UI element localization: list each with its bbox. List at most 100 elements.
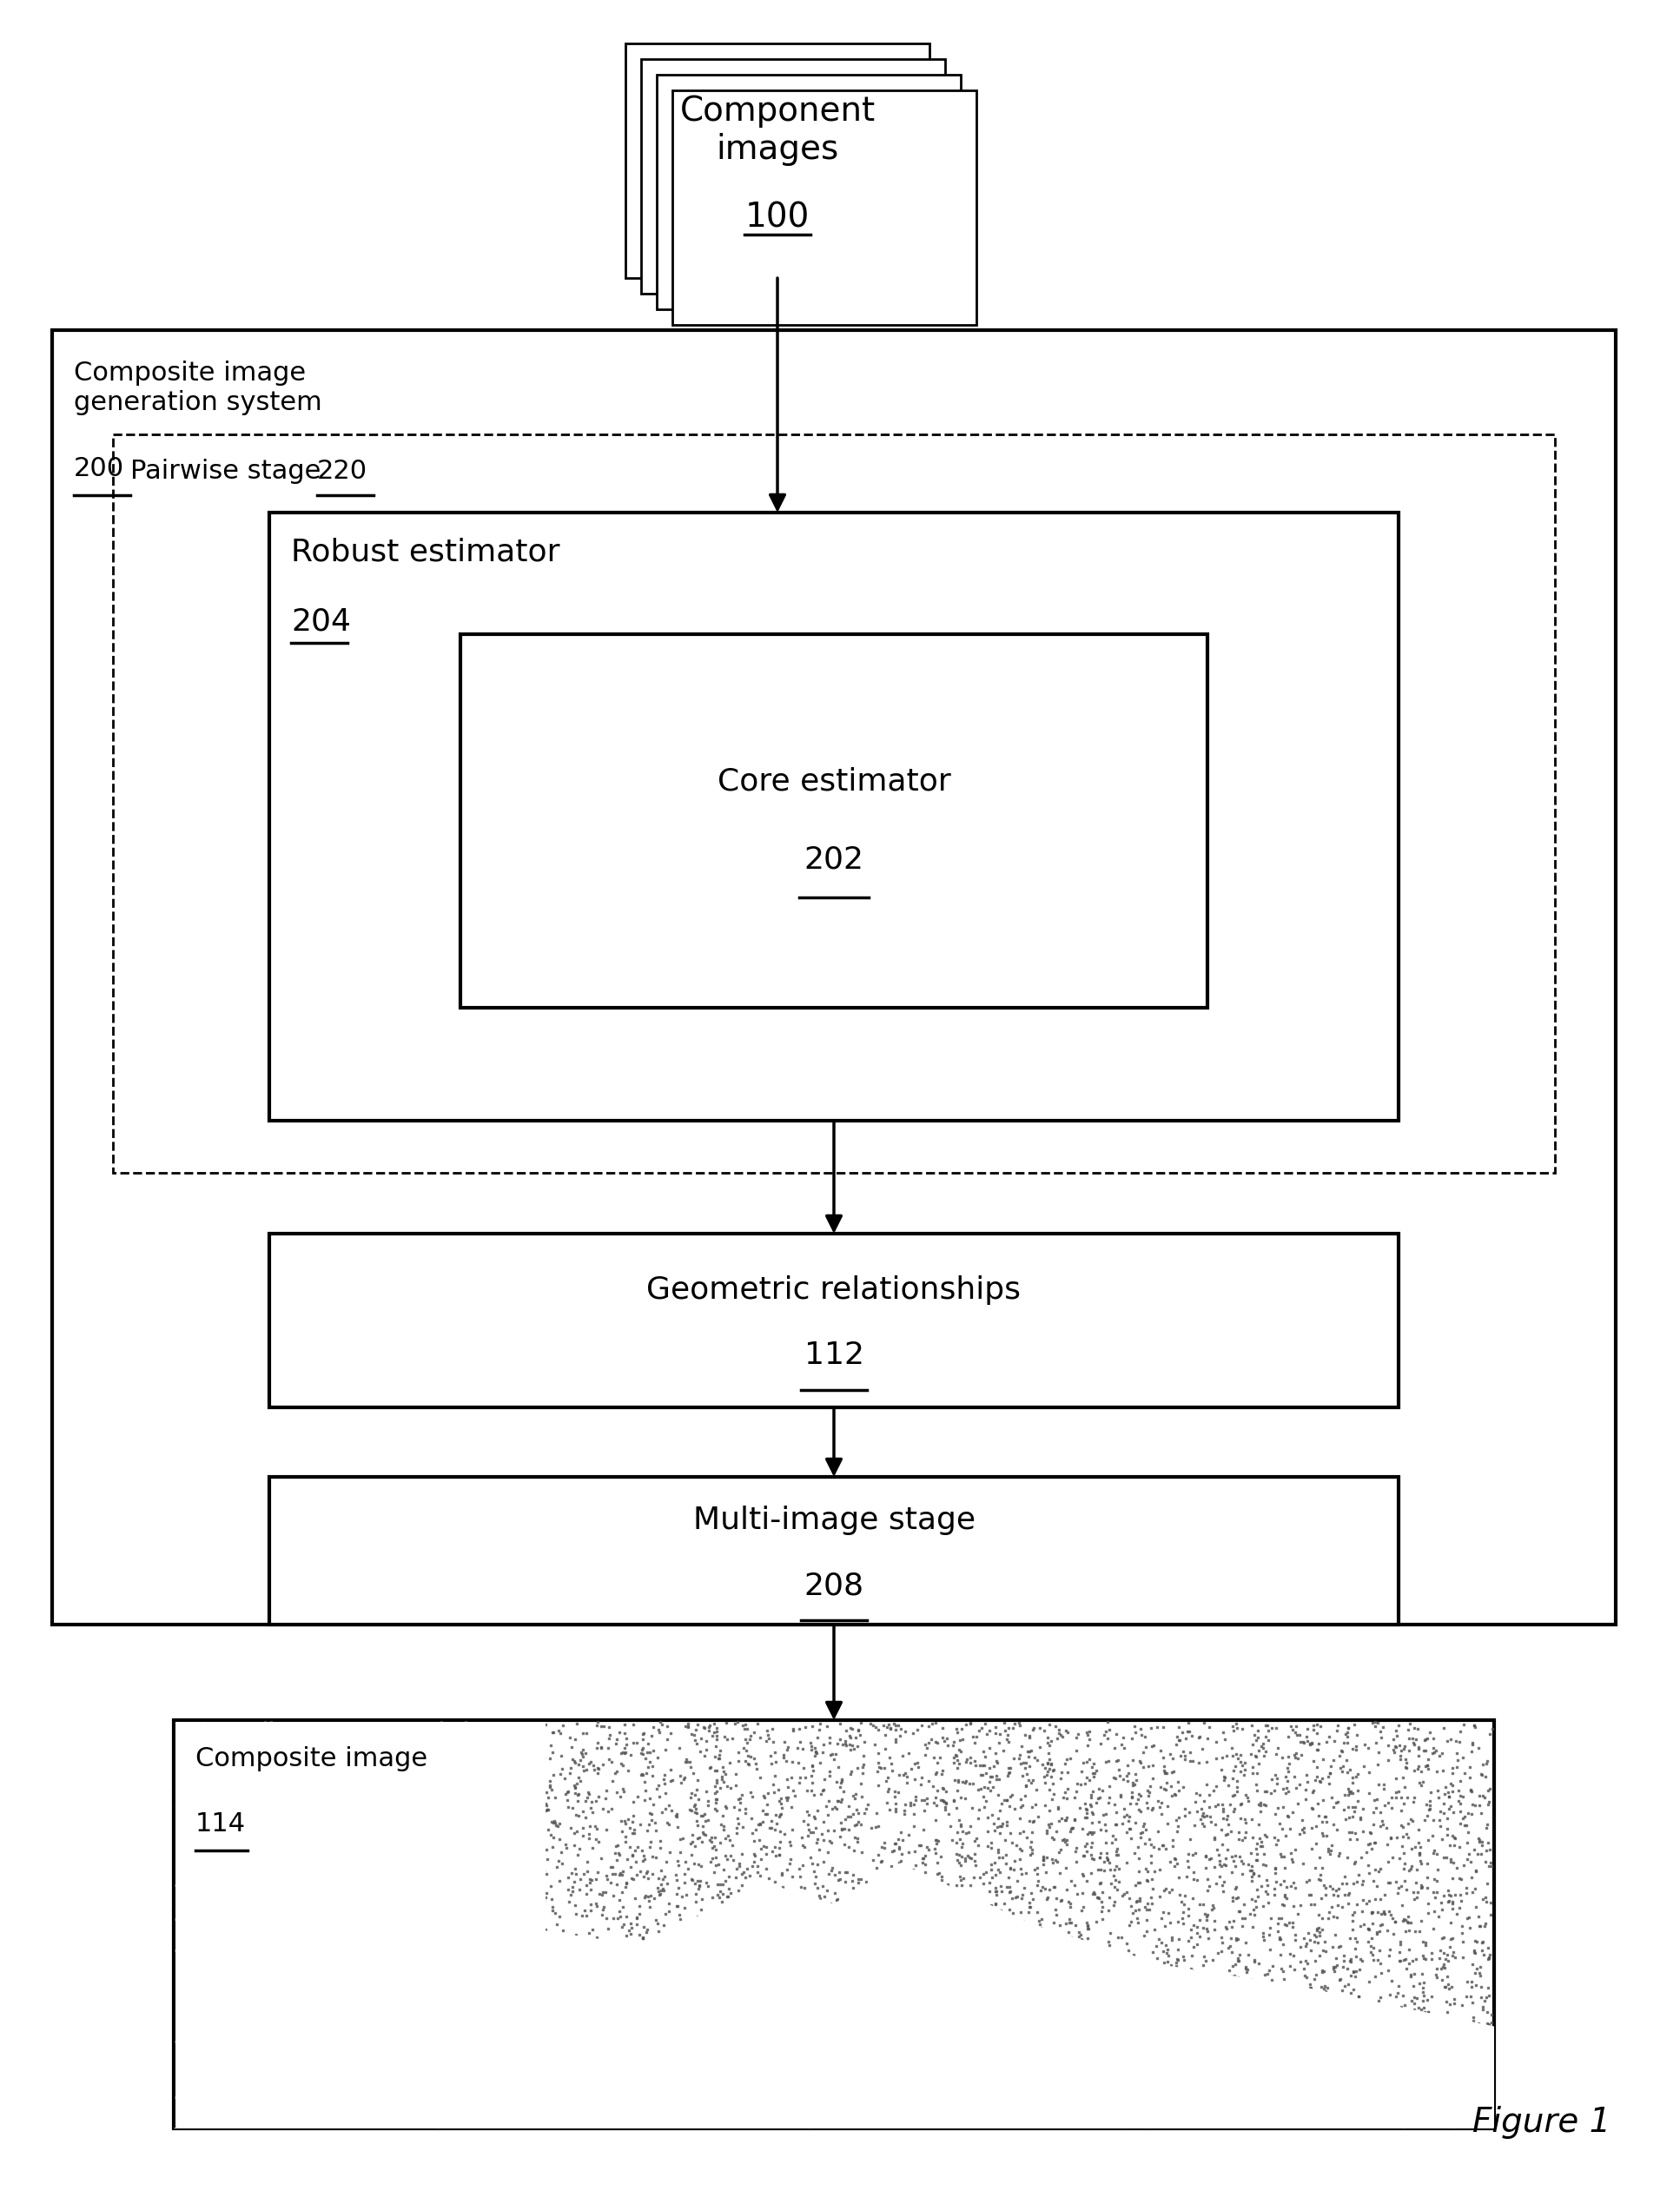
Point <box>1435 1968 1462 2003</box>
Point <box>1270 1998 1297 2033</box>
Point <box>1196 1840 1223 1875</box>
Point <box>1319 1889 1346 1924</box>
Point <box>875 1908 902 1943</box>
Point <box>712 1900 739 1935</box>
Point <box>375 2084 402 2119</box>
Point <box>181 1727 208 1762</box>
Point <box>717 2060 744 2095</box>
Point <box>680 1981 707 2016</box>
Point <box>1294 1757 1320 1792</box>
Point <box>438 2003 465 2038</box>
Point <box>608 2018 635 2053</box>
Point <box>539 1821 566 1856</box>
Point <box>1087 1865 1114 1900</box>
Point <box>1416 2095 1443 2130</box>
Point <box>538 2033 564 2068</box>
Point <box>237 1865 264 1900</box>
Point <box>1032 1764 1058 1799</box>
Point <box>265 2042 292 2077</box>
Point <box>1450 1707 1477 1742</box>
Point <box>1290 2066 1317 2101</box>
Point <box>507 1869 534 1904</box>
Point <box>1158 2079 1184 2114</box>
Point <box>754 2031 781 2066</box>
Point <box>949 1937 976 1972</box>
Point <box>1373 1827 1399 1862</box>
Point <box>963 1943 990 1978</box>
Point <box>1467 1957 1494 1992</box>
Point <box>1463 1924 1490 1959</box>
Point <box>942 1737 969 1773</box>
Point <box>277 1970 304 2005</box>
Point <box>480 1790 507 1825</box>
Point <box>1156 1873 1183 1908</box>
Point <box>368 1751 395 1786</box>
Point <box>433 1718 460 1753</box>
Point <box>319 1970 346 2005</box>
Point <box>601 2101 628 2136</box>
Point <box>1289 1803 1315 1838</box>
Point <box>1252 1957 1278 1992</box>
Point <box>260 1886 287 1922</box>
Point <box>617 1981 643 2016</box>
Point <box>961 1976 988 2011</box>
Point <box>917 2097 944 2132</box>
Point <box>1035 1720 1062 1755</box>
Point <box>1435 1937 1462 1972</box>
Point <box>1467 1823 1494 1858</box>
Point <box>328 1827 354 1862</box>
Point <box>494 1838 521 1873</box>
Point <box>968 1711 995 1746</box>
Point <box>223 1976 250 2011</box>
Point <box>627 1987 654 2022</box>
Point <box>1378 1932 1404 1968</box>
Point <box>228 1869 255 1904</box>
Point <box>640 1970 667 2005</box>
Point <box>1063 1720 1090 1755</box>
Point <box>1401 2042 1428 2077</box>
Point <box>1272 1880 1299 1915</box>
Point <box>269 2103 296 2138</box>
Point <box>403 2066 430 2101</box>
Point <box>376 1851 403 1886</box>
Point <box>578 2079 605 2114</box>
Point <box>373 1985 400 2020</box>
Point <box>941 1895 968 1930</box>
Point <box>1203 1768 1230 1803</box>
Point <box>329 2022 356 2057</box>
Point <box>684 1794 711 1829</box>
Point <box>912 2084 939 2119</box>
Point <box>1077 1788 1104 1823</box>
Point <box>922 2027 949 2062</box>
Point <box>1446 2051 1473 2086</box>
Point <box>667 2024 694 2060</box>
Point <box>885 1849 912 1884</box>
Point <box>239 1976 265 2011</box>
Point <box>874 1985 900 2020</box>
Point <box>425 2070 452 2106</box>
Point <box>726 1805 753 1840</box>
Point <box>944 1915 971 1950</box>
Point <box>415 1788 442 1823</box>
Point <box>805 2101 832 2136</box>
Point <box>1411 1941 1438 1976</box>
Point <box>1169 2040 1196 2075</box>
Point <box>954 2088 981 2123</box>
Point <box>356 1724 383 1759</box>
Point <box>1079 1816 1105 1851</box>
Point <box>438 1924 465 1959</box>
Point <box>1058 1812 1085 1847</box>
Point <box>556 1755 583 1790</box>
Point <box>281 1856 307 1891</box>
Point <box>1302 2049 1329 2084</box>
Point <box>1020 2003 1047 2038</box>
Point <box>1184 1720 1211 1755</box>
Point <box>603 1722 630 1757</box>
Point <box>1300 1961 1327 1996</box>
Point <box>1430 1878 1457 1913</box>
Point <box>1057 2014 1084 2049</box>
Point <box>828 1781 855 1816</box>
Point <box>1018 1823 1045 1858</box>
Point <box>751 2022 778 2057</box>
Point <box>539 1965 566 2000</box>
